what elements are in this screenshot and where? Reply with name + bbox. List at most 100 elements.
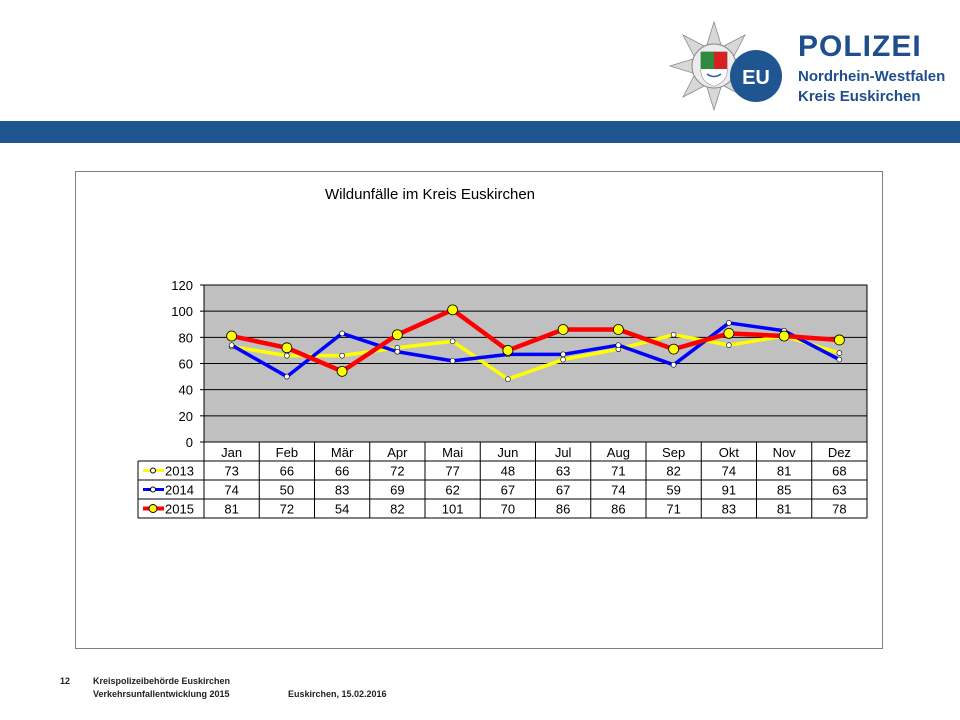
x-category-label: Jan [221,445,242,460]
table-value: 67 [501,483,515,498]
x-category-label: Apr [387,445,408,460]
data-point-2015 [502,345,514,356]
logo-badge-text: EU [742,67,770,89]
table-value: 66 [280,464,294,479]
table-value: 101 [442,502,464,517]
table-value: 74 [611,483,625,498]
table-value: 62 [445,483,459,498]
table-value: 71 [611,464,625,479]
data-point-2013 [670,331,677,338]
table-value: 67 [556,483,570,498]
table-value: 74 [722,464,736,479]
data-point-2015 [281,342,293,354]
table-value: 78 [832,502,846,517]
table-value: 81 [224,502,238,517]
table-value: 54 [335,502,349,517]
data-point-2015 [668,343,680,355]
chart-frame: Wildunfälle im Kreis Euskirchen 0 20 40 60 8… [75,171,883,649]
table-value: 77 [445,464,459,479]
x-category-label: Mär [331,445,354,460]
table-value: 82 [666,464,680,479]
data-point-2013 [836,350,843,356]
data-point-2014 [670,362,677,368]
table-value: 83 [722,502,736,517]
data-point-2014 [560,351,566,358]
legend-marker [150,486,156,493]
table-value: 86 [611,502,625,517]
table-value: 68 [832,464,846,479]
table-value: 70 [501,502,515,517]
x-category-label: Aug [607,445,630,460]
data-point-2015 [778,330,790,342]
table-value: 81 [777,502,791,517]
table-value: 59 [666,483,680,498]
legend-label: 2013 [165,464,194,479]
data-point-2013 [560,356,566,363]
data-point-2014 [836,356,843,363]
logo-title: POLIZEI [798,30,922,63]
data-point-2015 [557,324,569,335]
series-line-2014 [230,321,841,379]
data-point-2013 [726,342,732,348]
footer-authority: Kreispolizeibehörde Euskirchen [93,676,231,686]
table-value: 66 [335,464,349,479]
data-point-2013 [339,352,345,359]
table-value: 72 [390,464,404,479]
data-point-2015 [723,328,735,339]
y-tick-label: 120 [171,278,193,293]
table-value: 73 [224,464,238,479]
page-number: 12 [60,676,71,686]
table-value: 63 [832,483,846,498]
data-point-2014 [449,358,456,364]
x-category-label: Okt [719,445,740,460]
y-tick-label: 60 [179,357,193,372]
x-category-label: Nov [773,445,797,460]
police-logo: EU POLIZEI Nordrhein-Westfalen Kreis Eus… [668,20,948,112]
legend-marker [148,504,158,513]
y-tick-label: 100 [171,304,193,319]
header-band [0,121,960,143]
series-line-2015 [231,307,840,374]
x-category-label: Jul [555,445,572,460]
data-point-2014 [394,348,401,355]
x-category-label: Sep [662,445,685,460]
data-point-2014 [726,320,732,326]
y-tick-label: 0 [186,435,193,450]
footer-report-title: Verkehrsunfallentwicklung 2015 [93,689,230,699]
data-point-2015 [612,324,624,335]
table-value: 72 [280,502,294,517]
legend-label: 2015 [165,502,194,517]
data-point-2015 [391,329,403,341]
line-chart: Wildunfälle im Kreis Euskirchen 0 20 40 60 8… [137,186,868,519]
legend-label: 2014 [165,483,194,498]
data-point-2015 [226,330,238,342]
table-value: 82 [390,502,404,517]
data-point-2013 [284,352,290,359]
data-point-2015 [833,334,845,346]
table-value: 83 [335,483,349,498]
x-category-label: Jun [497,445,518,460]
x-category-label: Mai [442,445,463,460]
table-value: 48 [501,464,515,479]
data-point-2014 [228,342,235,348]
y-tick-label: 20 [179,409,193,424]
logo-subtitle-state: Nordrhein-Westfalen [798,68,946,85]
y-tick-label: 40 [179,383,193,398]
legend-marker [150,467,156,474]
table-value: 50 [280,483,294,498]
data-point-2015 [336,365,348,377]
table-value: 63 [556,464,570,479]
data-point-2013 [505,376,511,382]
data-point-2014 [284,373,290,380]
y-tick-label: 80 [179,330,193,345]
footer-date: Euskirchen, 15.02.2016 [288,689,387,699]
data-point-2014 [615,342,622,348]
data-point-2015 [447,304,459,316]
table-value: 86 [556,502,570,517]
table-value: 85 [777,483,791,498]
police-star-icon: EU [668,20,782,112]
table-value: 81 [777,464,791,479]
logo-subtitle-district: Kreis Euskirchen [798,88,921,105]
data-point-2014 [339,330,345,337]
data-point-2013 [449,338,456,345]
